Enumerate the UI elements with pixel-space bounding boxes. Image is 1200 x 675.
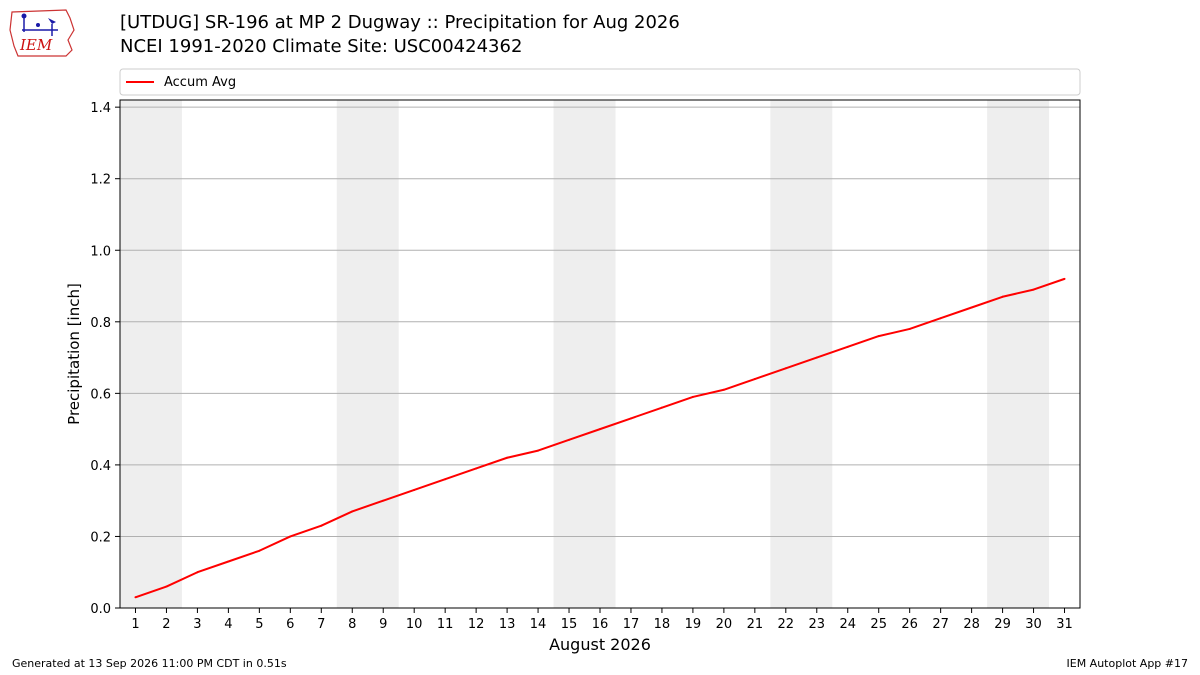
weekend-shading [120, 100, 1050, 608]
data-point [134, 596, 137, 599]
y-tick-label: 0.2 [90, 530, 111, 545]
data-point [939, 317, 942, 320]
data-point [1001, 295, 1004, 298]
x-tick-label: 16 [592, 617, 609, 632]
data-point [475, 467, 478, 470]
data-point [1032, 288, 1035, 291]
y-axis-label: Precipitation [inch] [65, 283, 83, 425]
data-point [691, 395, 694, 398]
x-tick-label: 5 [255, 617, 263, 632]
data-point [753, 378, 756, 381]
data-point [970, 306, 973, 309]
x-tick-label: 23 [809, 617, 826, 632]
chart-title: [UTDUG] SR-196 at MP 2 Dugway :: Precipi… [120, 12, 680, 33]
data-point [629, 417, 632, 420]
x-tick-label: 24 [839, 617, 856, 632]
legend-box [119, 68, 1081, 96]
x-tick-label: 9 [379, 617, 387, 632]
x-tick-label: 1 [131, 617, 139, 632]
y-tick-label: 1.0 [90, 244, 111, 259]
data-point [165, 585, 168, 588]
data-point [413, 488, 416, 491]
x-tick-label: 28 [963, 617, 980, 632]
generated-timestamp: Generated at 13 Sep 2026 11:00 PM CDT in… [12, 657, 287, 670]
x-tick-label: 6 [286, 617, 294, 632]
data-point [568, 438, 571, 441]
x-tick-label: 20 [716, 617, 733, 632]
data-point [877, 335, 880, 338]
data-point [722, 388, 725, 391]
x-axis-label: August 2026 [549, 635, 651, 654]
series-layer [134, 277, 1066, 599]
weekend-band-0 [120, 100, 182, 608]
x-tick-label: 7 [317, 617, 325, 632]
data-point [444, 478, 447, 481]
data-point [815, 356, 818, 359]
data-point [289, 535, 292, 538]
x-tick-label: 3 [193, 617, 201, 632]
x-tick-label: 26 [901, 617, 918, 632]
x-tick-label: 10 [406, 617, 423, 632]
x-tick-label: 19 [685, 617, 702, 632]
data-point [320, 524, 323, 527]
weekend-band-1 [336, 100, 399, 608]
x-tick-label: 11 [437, 617, 454, 632]
chart-subtitle: NCEI 1991-2020 Climate Site: USC00424362 [120, 36, 523, 57]
x-tick-label: 27 [932, 617, 949, 632]
x-tick-label: 31 [1056, 617, 1073, 632]
app-credit: IEM Autoplot App #17 [1066, 657, 1189, 670]
weekend-band-4 [987, 100, 1050, 608]
data-point [506, 456, 509, 459]
x-tick-label: 30 [1025, 617, 1042, 632]
x-axis: 1 2 3 4 5 6 7 8 9 10 11 12 13 14 15 16 17 18 19 20 21 22 23 24 2… [131, 608, 1073, 632]
x-tick-label: 18 [654, 617, 671, 632]
y-tick-label: 1.2 [90, 173, 111, 188]
data-point [908, 327, 911, 330]
y-axis: 0.0 0.2 0.4 0.6 0.8 1.0 1.2 1.4 [90, 101, 120, 617]
x-tick-label: 2 [162, 617, 170, 632]
data-point [351, 510, 354, 513]
data-point [660, 406, 663, 409]
weekend-band-2 [553, 100, 616, 608]
data-point [382, 499, 385, 502]
x-tick-label: 22 [778, 617, 795, 632]
data-point [784, 367, 787, 370]
data-point [196, 571, 199, 574]
x-tick-label: 15 [561, 617, 578, 632]
x-tick-label: 13 [499, 617, 516, 632]
x-tick-label: 12 [468, 617, 485, 632]
y-tick-label: 0.0 [90, 602, 111, 617]
data-point [258, 549, 261, 552]
iem-logo: IEM [9, 9, 75, 57]
legend: Accum Avg [119, 68, 1081, 96]
state-outline [9, 9, 75, 57]
y-tick-label: 1.4 [90, 101, 111, 116]
weekend-band-3 [770, 100, 833, 608]
y-tick-label: 0.4 [90, 459, 111, 474]
legend-label: Accum Avg [164, 75, 236, 90]
x-tick-label: 14 [530, 617, 547, 632]
data-point [537, 449, 540, 452]
logo-text: IEM [19, 36, 53, 54]
x-tick-label: 29 [994, 617, 1011, 632]
data-point [1063, 277, 1066, 280]
y-tick-label: 0.8 [90, 316, 111, 331]
x-tick-label: 17 [623, 617, 640, 632]
x-tick-label: 8 [348, 617, 356, 632]
data-point [846, 345, 849, 348]
grid-lines [120, 106, 1080, 537]
y-tick-label: 0.6 [90, 387, 111, 402]
data-point [227, 560, 230, 563]
x-tick-label: 21 [747, 617, 764, 632]
x-tick-label: 25 [870, 617, 887, 632]
x-tick-label: 4 [224, 617, 232, 632]
data-point [599, 428, 601, 431]
